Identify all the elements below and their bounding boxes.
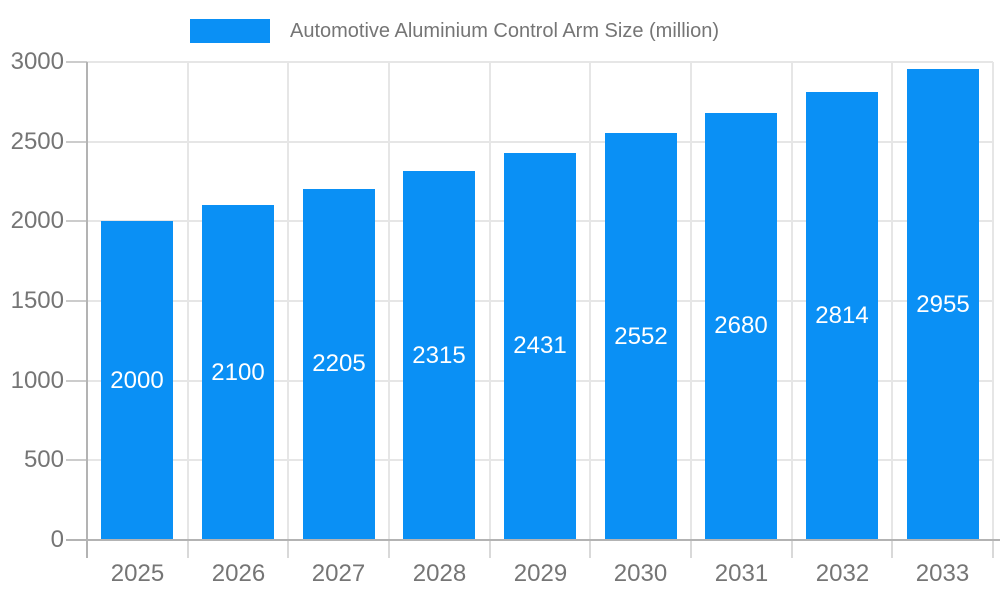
bar-value-label: 2431 — [513, 332, 567, 359]
x-tick-label: 2025 — [110, 560, 165, 587]
bar-value-label: 2814 — [815, 302, 869, 329]
legend-swatch-icon — [190, 19, 270, 43]
y-tick — [66, 61, 87, 63]
x-gridline — [791, 62, 793, 540]
y-axis-line — [86, 62, 88, 558]
y-tick — [66, 459, 87, 461]
y-tick — [66, 380, 87, 382]
y-tick — [66, 141, 87, 143]
x-tick-label: 2027 — [311, 560, 366, 587]
bar-value-label: 2552 — [614, 323, 668, 350]
bar-value-label: 2100 — [211, 359, 265, 386]
x-gridline — [992, 62, 994, 540]
bar[interactable] — [101, 221, 173, 540]
bar[interactable] — [605, 133, 677, 540]
y-tick-label: 1500 — [10, 287, 64, 314]
x-gridline — [489, 62, 491, 540]
legend-label: Automotive Aluminium Control Arm Size (m… — [290, 20, 720, 42]
bar-value-label: 2205 — [312, 350, 366, 377]
y-tick-label: 500 — [23, 446, 64, 473]
x-gridline — [690, 62, 692, 540]
x-gridline — [187, 62, 189, 540]
bar[interactable] — [806, 92, 878, 540]
y-tick — [66, 300, 87, 302]
x-tick-label: 2030 — [613, 560, 668, 587]
bar[interactable] — [504, 153, 576, 540]
x-tick — [489, 540, 491, 558]
bar-value-label: 2000 — [110, 367, 164, 394]
bar-value-label: 2680 — [714, 312, 768, 339]
x-tick-label: 2032 — [815, 560, 870, 587]
y-tick-label: 1000 — [10, 367, 64, 394]
bar[interactable] — [907, 69, 979, 540]
bar-value-label: 2955 — [916, 291, 970, 318]
y-tick-label: 2000 — [10, 207, 64, 234]
x-tick — [187, 540, 189, 558]
x-tick-label: 2031 — [714, 560, 769, 587]
y-gridline — [87, 61, 993, 63]
x-tick-label: 2026 — [211, 560, 266, 587]
legend-item[interactable]: Automotive Aluminium Control Arm Size (m… — [190, 19, 719, 43]
x-tick — [791, 540, 793, 558]
bar[interactable] — [202, 205, 274, 540]
x-tick — [388, 540, 390, 558]
x-tick-label: 2029 — [513, 560, 568, 587]
y-gridline — [87, 141, 993, 143]
x-gridline — [287, 62, 289, 540]
y-tick — [66, 220, 87, 222]
y-tick-label: 0 — [50, 526, 64, 553]
x-axis-line — [66, 539, 1000, 541]
x-tick — [992, 540, 994, 558]
bar[interactable] — [403, 171, 475, 540]
y-tick-label: 2500 — [10, 128, 64, 155]
bar[interactable] — [303, 189, 375, 540]
x-tick-label: 2033 — [915, 560, 970, 587]
x-tick-label: 2028 — [412, 560, 467, 587]
x-gridline — [891, 62, 893, 540]
x-tick — [589, 540, 591, 558]
y-tick-label: 3000 — [10, 48, 64, 75]
bar-value-label: 2315 — [412, 342, 466, 369]
x-tick — [690, 540, 692, 558]
x-tick — [891, 540, 893, 558]
x-tick — [287, 540, 289, 558]
x-gridline — [388, 62, 390, 540]
x-gridline — [589, 62, 591, 540]
bar[interactable] — [705, 113, 777, 540]
